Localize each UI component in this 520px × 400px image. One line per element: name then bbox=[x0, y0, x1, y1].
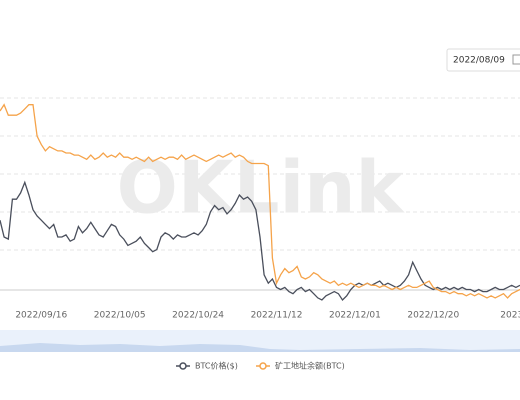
date-input-text[interactable]: 2022/08/09 bbox=[453, 56, 505, 66]
legend-icon-dot bbox=[179, 362, 187, 370]
plot bbox=[0, 103, 520, 302]
x-tick-label: 2022/10/24 bbox=[172, 311, 224, 321]
x-tick-label: 2022/10/05 bbox=[94, 311, 146, 321]
x-tick-label: 2022/11/12 bbox=[251, 311, 303, 321]
legend-icon-dot bbox=[259, 362, 267, 370]
x-tick-label: 2022/12/20 bbox=[407, 311, 459, 321]
x-tick-label: 2023 bbox=[500, 311, 520, 321]
grid bbox=[0, 97, 520, 291]
calendar-icon[interactable] bbox=[512, 54, 520, 65]
legend-label: 矿工地址余额(BTC) bbox=[275, 361, 345, 371]
series-line bbox=[0, 180, 520, 302]
series-line bbox=[0, 103, 520, 299]
x-tick-label: 2022/12/01 bbox=[329, 311, 381, 321]
x-tick-label: 2022/09/16 bbox=[15, 311, 67, 321]
legend: BTC价格($) 矿工地址余额(BTC) bbox=[176, 361, 345, 371]
legend-label: BTC价格($) bbox=[195, 361, 238, 371]
navigator bbox=[0, 330, 520, 352]
date-input-box[interactable] bbox=[446, 48, 520, 72]
navigator-area bbox=[0, 343, 520, 352]
